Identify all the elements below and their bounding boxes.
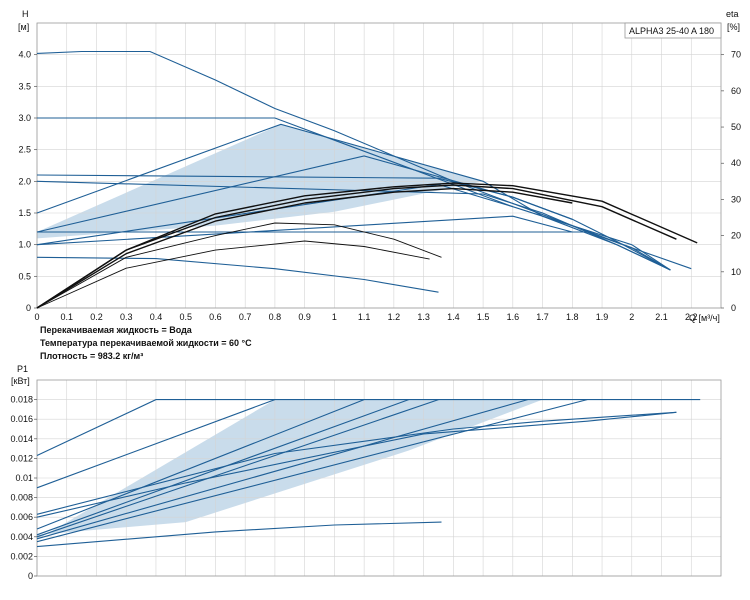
- top-y-tick-label: 2.5: [18, 145, 31, 155]
- efficiency-curve: [36, 187, 573, 309]
- top-y2-tick-label: 10: [731, 267, 741, 277]
- top-x-tick-label: 0.1: [60, 312, 73, 322]
- top-x-tick-label: 0.8: [269, 312, 282, 322]
- bottom-y-unit: [кВт]: [11, 376, 30, 386]
- model-box-text: ALPHA3 25-40 A 180: [629, 26, 714, 36]
- top-x-tick-label: 0.9: [298, 312, 311, 322]
- top-x-tick-label: 2.1: [655, 312, 668, 322]
- power-curve: [36, 521, 442, 548]
- top-x-tick-label: 1.4: [447, 312, 460, 322]
- bottom-y-tick-label: 0.004: [10, 532, 33, 542]
- bottom-y-tick-label: 0.008: [10, 493, 33, 503]
- top-y-label: H: [22, 9, 29, 19]
- top-x-tick-label: 2.2: [685, 312, 698, 322]
- power-curve: [36, 399, 439, 538]
- top-x-tick-label: 1.8: [566, 312, 579, 322]
- top-y2-label: eta: [726, 9, 739, 19]
- power-curve: [36, 399, 528, 540]
- bottom-fill-area: [37, 399, 543, 540]
- top-x-tick-label: 0.6: [209, 312, 222, 322]
- power-curve: [36, 399, 588, 543]
- bottom-y-tick-label: 0.01: [15, 473, 33, 483]
- power-curve: [36, 399, 365, 530]
- top-y2-tick-label: 0: [731, 303, 736, 313]
- top-x-tick-label: 0.3: [120, 312, 133, 322]
- efficiency-curve: [36, 184, 677, 309]
- bottom-y-tick-label: 0.014: [10, 434, 33, 444]
- top-y2-unit: [%]: [727, 22, 740, 32]
- top-y-tick-label: 2.0: [18, 176, 31, 186]
- top-y2-tick-label: 20: [731, 231, 741, 241]
- top-x-tick-label: 1: [332, 312, 337, 322]
- top-curves: [36, 50, 698, 309]
- top-y-tick-label: 1.0: [18, 240, 31, 250]
- note-temperature: Температура перекачиваемой жидкости = 60…: [40, 338, 252, 348]
- note-density: Плотность = 983.2 кг/м³: [40, 351, 143, 361]
- top-y2-tick-label: 40: [731, 158, 741, 168]
- efficiency-curve: [36, 222, 442, 309]
- top-x-tick-label: 1.2: [388, 312, 401, 322]
- power-curve: [36, 399, 276, 489]
- bottom-y-tick-label: 0.016: [10, 414, 33, 424]
- bottom-ticks: 0 0.002 0.004 0.006 0.008 0.01 0.012 0.014 0.016…: [10, 395, 37, 581]
- bottom-curves: [36, 399, 701, 548]
- power-curve: [36, 399, 409, 536]
- top-x-tick-label: 0: [34, 312, 39, 322]
- efficiency-curve: [36, 182, 698, 309]
- top-y-tick-label: 0: [26, 303, 31, 313]
- bottom-y-tick-label: 0.006: [10, 512, 33, 522]
- top-y-unit: [м]: [18, 22, 29, 32]
- efficiency-curve: [36, 240, 430, 309]
- note-fluid: Перекачиваемая жидкость = Вода: [40, 325, 193, 335]
- top-x-tick-label: 0.5: [179, 312, 192, 322]
- top-x-tick-label: 1.6: [507, 312, 520, 322]
- top-y-tick-label: 0.5: [18, 271, 31, 281]
- top-ticks: 0 0.1 0.2 0.3 0.4 0.5 0.6 0.7 0.8 0.9 1 1.1 1.2 1.3 1.…: [18, 50, 741, 322]
- bottom-y-tick-label: 0.018: [10, 395, 33, 405]
- top-plot-frame: [36, 22, 722, 309]
- top-x-tick-label: 1.3: [417, 312, 430, 322]
- top-x-tick-label: 1.9: [596, 312, 609, 322]
- pump-curve: [36, 215, 573, 246]
- top-x-label: Q [м³/ч]: [689, 313, 720, 323]
- top-y-tick-label: 3.0: [18, 113, 31, 123]
- top-x-tick-label: 1.7: [536, 312, 549, 322]
- bottom-y-label: P1: [17, 364, 28, 374]
- top-y2-tick-label: 70: [731, 50, 741, 60]
- power-curve: [36, 399, 701, 456]
- pump-curve: [36, 256, 439, 293]
- pump-curve: [36, 155, 573, 233]
- bottom-y-tick-label: 0: [28, 571, 33, 581]
- top-x-tick-label: 0.7: [239, 312, 252, 322]
- bottom-y-tick-label: 0.002: [10, 551, 33, 561]
- bottom-operating-area: [37, 399, 543, 540]
- top-y2-tick-label: 50: [731, 122, 741, 132]
- model-box: [624, 22, 722, 39]
- bottom-y-tick-label: 0.012: [10, 453, 33, 463]
- top-y2-tick-label: 30: [731, 194, 741, 204]
- top-y2-tick-label: 60: [731, 86, 741, 96]
- top-x-tick-label: 1.1: [358, 312, 371, 322]
- power-curve: [36, 411, 677, 515]
- top-x-tick-label: 0.2: [90, 312, 103, 322]
- top-y-tick-label: 1.5: [18, 208, 31, 218]
- pump-curve: [37, 231, 671, 271]
- top-x-tick-label: 1.5: [477, 312, 490, 322]
- top-y-tick-label: 4.0: [18, 50, 31, 60]
- top-y-tick-label: 3.5: [18, 81, 31, 91]
- pump-curve: [36, 123, 671, 271]
- power-curve: [36, 411, 677, 518]
- top-x-tick-label: 2: [629, 312, 634, 322]
- top-x-tick-label: 0.4: [150, 312, 163, 322]
